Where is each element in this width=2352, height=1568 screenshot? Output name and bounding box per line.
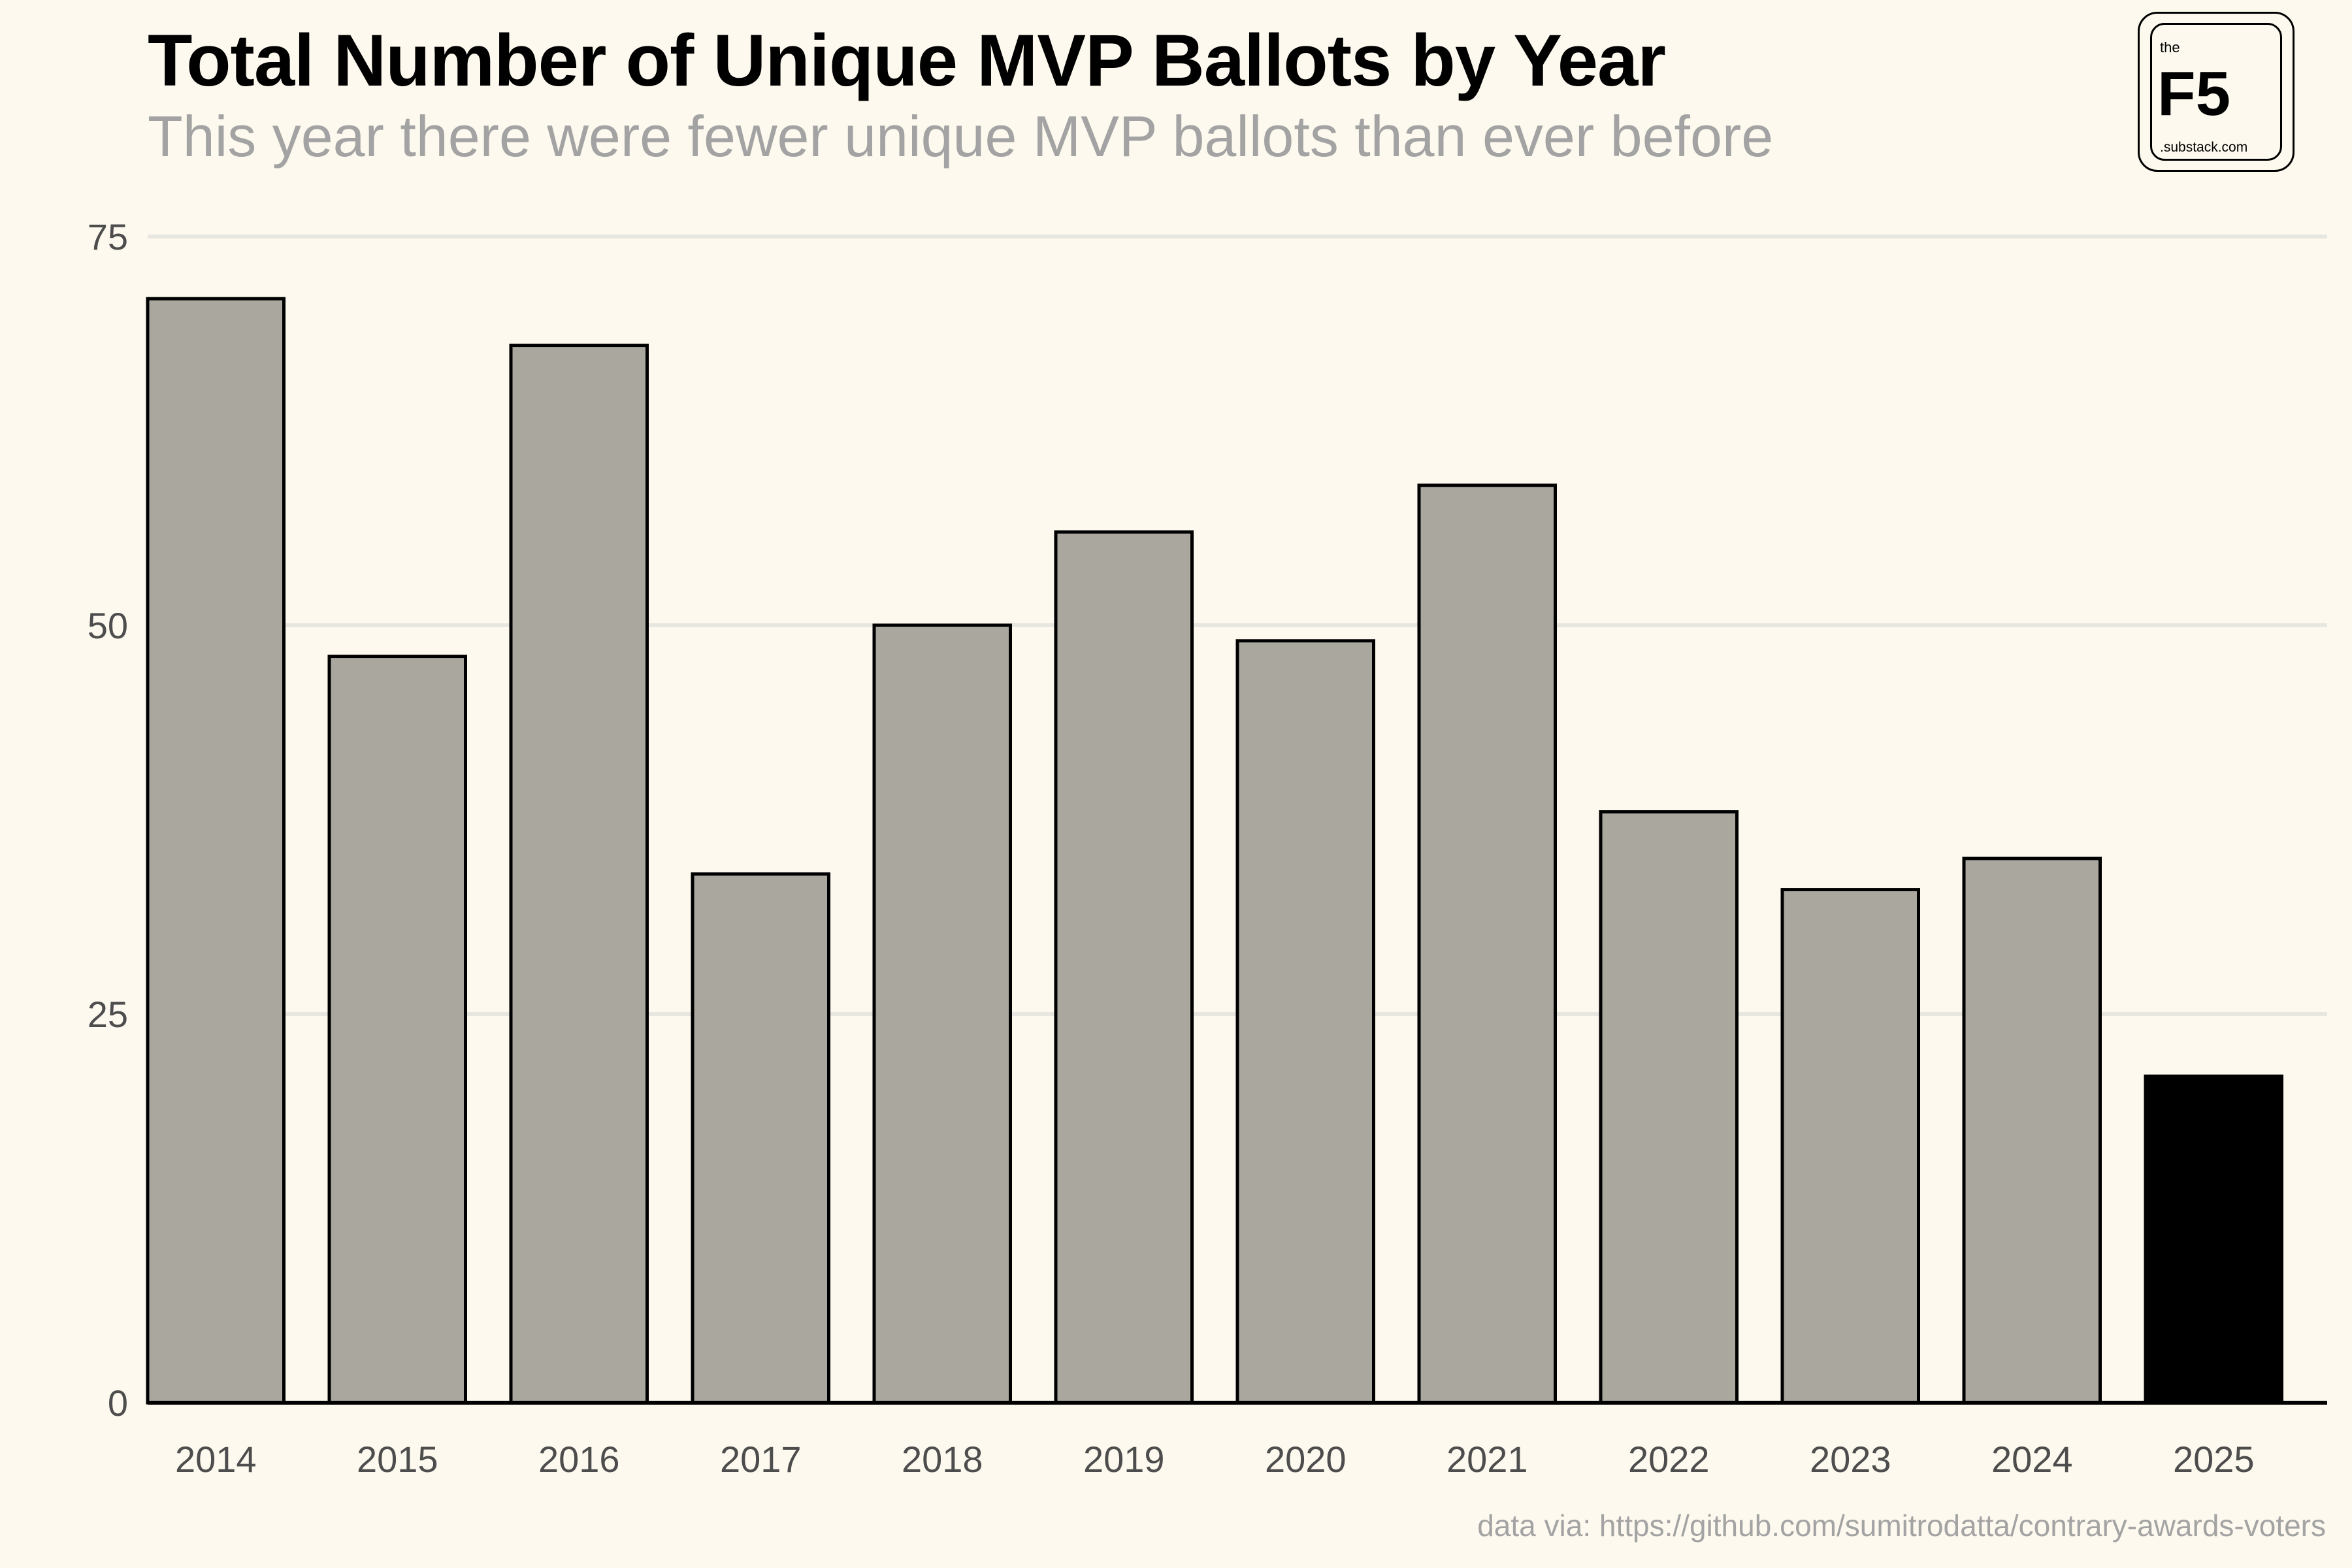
bar-2024: [1962, 857, 2102, 1405]
x-tick-labels: 2014 2015 2016 2017 2018 2019 2020 2021 2022 2023…: [175, 1439, 2255, 1480]
bar-2019: [1054, 530, 1194, 1405]
bar-2017: [691, 872, 830, 1405]
y-tick-label: 75: [88, 216, 128, 257]
bars: [146, 297, 2283, 1405]
x-tick-label: 2025: [2173, 1439, 2255, 1480]
x-tick-label: 2016: [538, 1439, 620, 1480]
bar-2021: [1417, 483, 1557, 1405]
bar-2023: [1780, 888, 1920, 1405]
x-tick-label: 2024: [1991, 1439, 2073, 1480]
bar-2025: [2144, 1074, 2283, 1405]
bar-2020: [1235, 639, 1375, 1405]
y-tick-labels: 0 25 50 75: [88, 216, 128, 1424]
logo-substack-text: .substack.com: [2160, 140, 2248, 155]
x-tick-label: 2014: [175, 1439, 257, 1480]
data-source-caption: data via: https://github.com/sumitrodatt…: [1477, 1509, 2326, 1543]
bar-2014: [146, 297, 286, 1405]
chart-subtitle: This year there were fewer unique MVP ba…: [148, 104, 1774, 169]
x-tick-label: 2015: [357, 1439, 438, 1480]
bar-2016: [509, 344, 649, 1405]
x-tick-label: 2018: [902, 1439, 983, 1480]
logo-inner-frame: the F5 .substack.com: [2150, 23, 2282, 161]
bar-2015: [327, 655, 467, 1405]
y-tick-label: 25: [88, 994, 128, 1035]
bar-2022: [1599, 810, 1739, 1405]
logo-the-text: the: [2160, 39, 2180, 56]
chart-title: Total Number of Unique MVP Ballots by Ye…: [148, 20, 1666, 101]
y-tick-label: 50: [88, 605, 128, 646]
x-tick-label: 2017: [720, 1439, 802, 1480]
bar-2018: [872, 623, 1012, 1405]
logo-f5-text: F5: [2157, 59, 2231, 129]
x-tick-label: 2022: [1628, 1439, 1710, 1480]
x-tick-label: 2020: [1265, 1439, 1347, 1480]
x-tick-label: 2023: [1810, 1439, 1891, 1480]
the-f5-logo: the F5 .substack.com: [2138, 12, 2295, 172]
x-tick-label: 2019: [1083, 1439, 1165, 1480]
y-tick-label: 0: [108, 1382, 128, 1424]
x-tick-label: 2021: [1446, 1439, 1528, 1480]
